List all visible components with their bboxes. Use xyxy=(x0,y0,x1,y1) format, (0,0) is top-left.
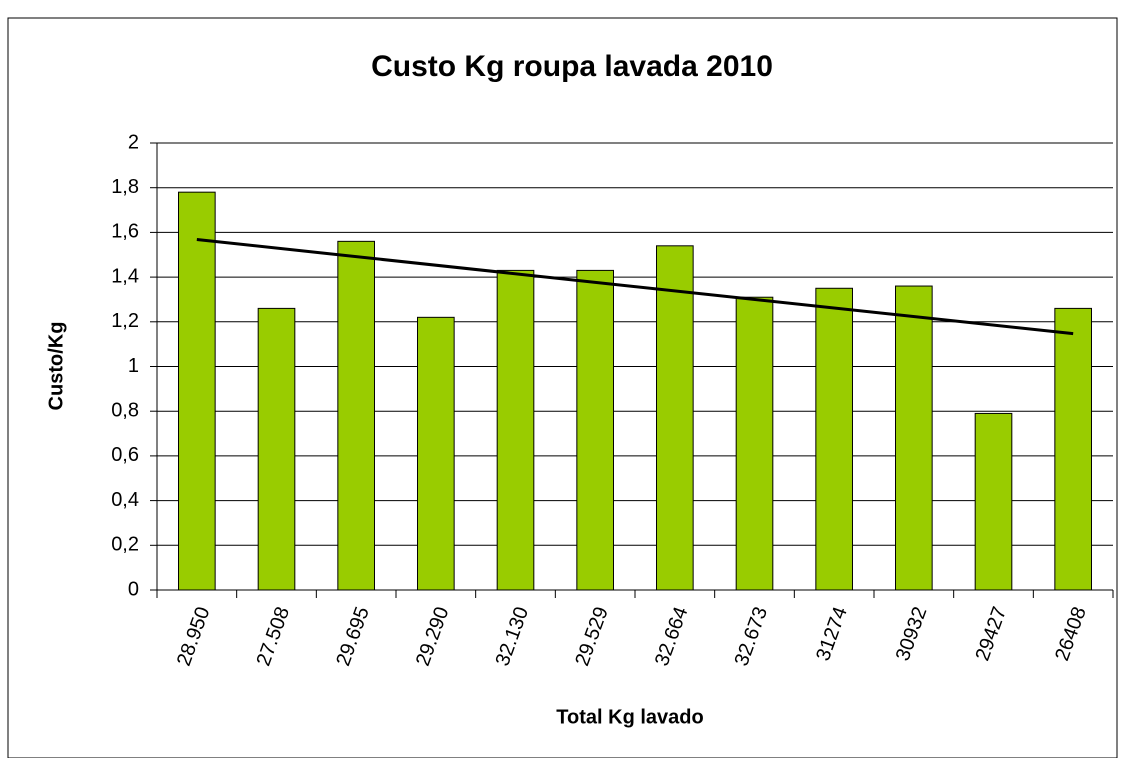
bar xyxy=(735,296,774,591)
y-tick-label: 0,2 xyxy=(111,534,139,556)
bar xyxy=(576,269,614,591)
y-tick-label: 2 xyxy=(128,131,139,153)
bar xyxy=(895,285,933,591)
chart-title: Custo Kg roupa lavada 2010 xyxy=(371,50,773,83)
y-tick-label: 0 xyxy=(128,578,139,600)
bar xyxy=(178,191,216,591)
bar xyxy=(1054,307,1092,591)
bar xyxy=(815,287,853,591)
y-tick-label: 1,6 xyxy=(111,221,139,243)
y-tick-label: 1,8 xyxy=(111,176,139,198)
bar xyxy=(337,240,375,591)
y-tick-label: 0,4 xyxy=(111,489,139,511)
bar xyxy=(656,245,694,591)
trendline xyxy=(196,238,1074,336)
x-axis-label: Total Kg lavado xyxy=(556,706,703,728)
y-tick-label: 0,8 xyxy=(111,399,139,421)
y-tick-label: 1,2 xyxy=(111,310,139,332)
y-tick-label: 1 xyxy=(128,355,139,377)
y-tick-label: 0,6 xyxy=(111,444,139,466)
bar xyxy=(496,269,535,591)
y-axis-label: Custo/Kg xyxy=(45,322,67,411)
chart-frame xyxy=(7,17,1118,759)
bar xyxy=(974,412,1013,591)
bar xyxy=(417,316,455,591)
y-tick-label: 1,4 xyxy=(111,265,139,287)
bar xyxy=(257,307,296,591)
